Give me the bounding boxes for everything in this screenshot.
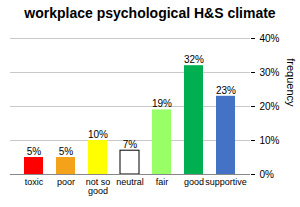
svg-text:supportive: supportive — [205, 177, 247, 187]
svg-text:23%: 23% — [216, 85, 236, 96]
svg-text:poor: poor — [57, 177, 75, 187]
svg-text:20%: 20% — [260, 101, 280, 112]
svg-text:7%: 7% — [123, 139, 138, 150]
svg-text:not sogood: not sogood — [86, 177, 111, 196]
svg-text:good: good — [184, 177, 204, 187]
svg-text:frequency: frequency — [285, 58, 297, 107]
svg-text:0%: 0% — [260, 169, 275, 180]
svg-text:5%: 5% — [59, 146, 74, 157]
svg-text:10%: 10% — [260, 135, 280, 146]
svg-text:32%: 32% — [184, 54, 204, 65]
svg-text:toxic: toxic — [25, 177, 44, 187]
svg-text:30%: 30% — [260, 67, 280, 78]
svg-text:5%: 5% — [27, 146, 42, 157]
svg-text:19%: 19% — [152, 98, 172, 109]
svg-text:fair: fair — [156, 177, 169, 187]
svg-text:neutral: neutral — [116, 177, 144, 187]
svg-text:40%: 40% — [260, 33, 280, 44]
html-text:workplace psychological H&S cl: workplace psychological H&S climate — [24, 5, 276, 21]
svg-text:10%: 10% — [88, 129, 108, 140]
